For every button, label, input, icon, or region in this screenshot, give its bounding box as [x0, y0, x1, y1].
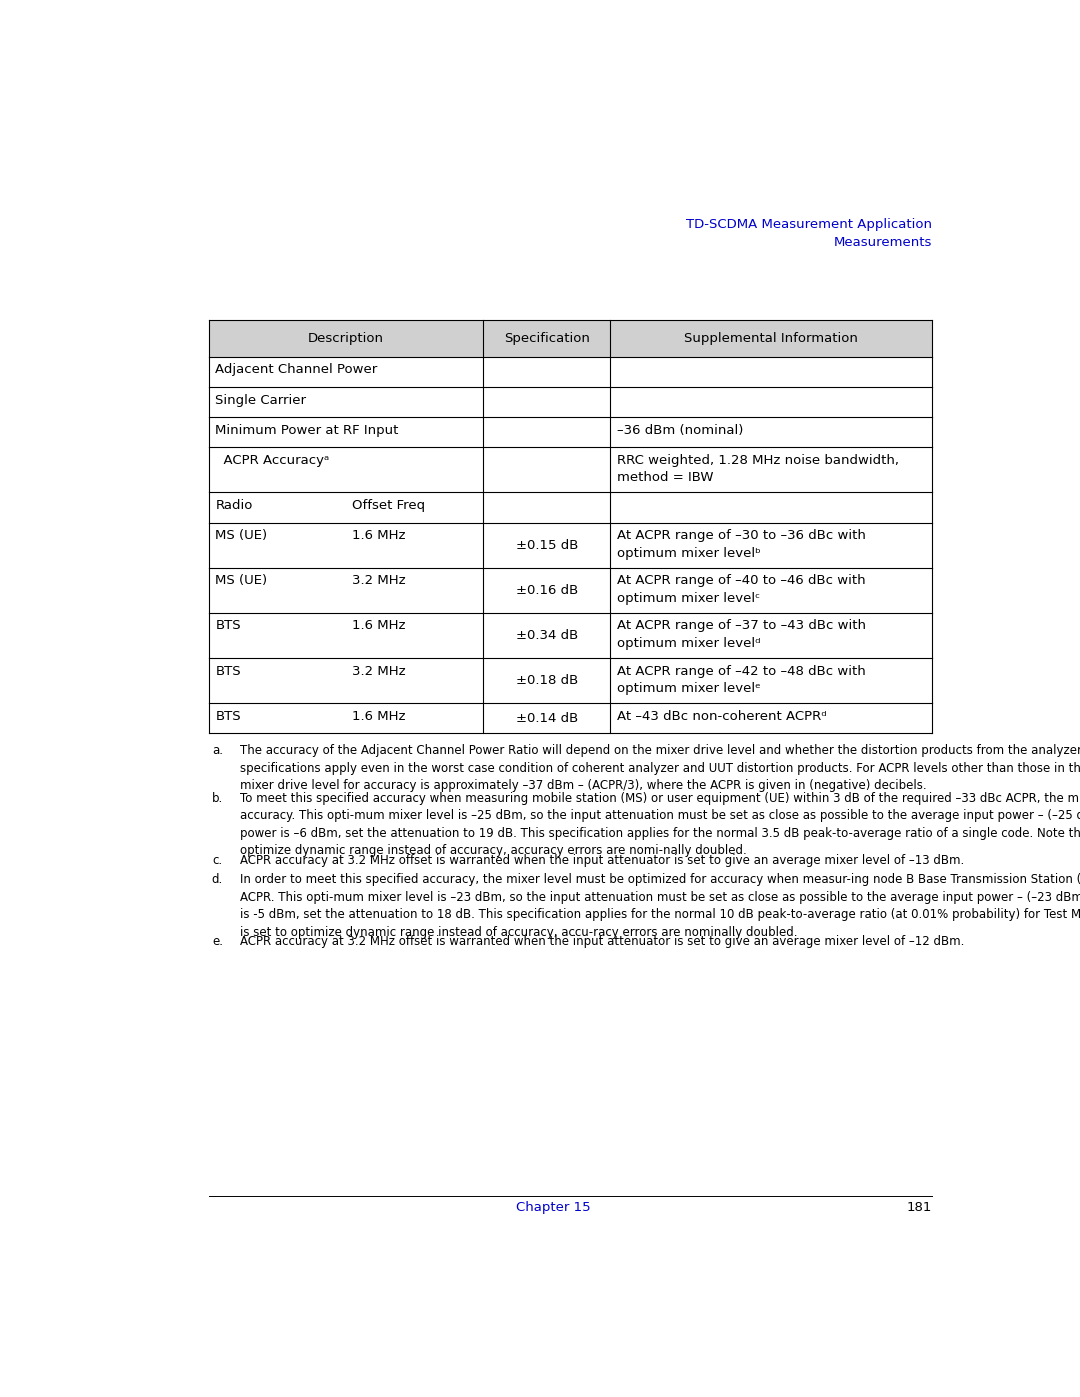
Text: ±0.15 dB: ±0.15 dB [515, 539, 578, 552]
Text: ±0.34 dB: ±0.34 dB [515, 629, 578, 643]
Text: a.: a. [212, 745, 222, 757]
Text: To meet this specified accuracy when measuring mobile station (MS) or user equip: To meet this specified accuracy when mea… [240, 792, 1080, 858]
Text: BTS: BTS [215, 710, 241, 722]
Text: TD-SCDMA Measurement Application: TD-SCDMA Measurement Application [686, 218, 932, 231]
Text: Specification: Specification [503, 332, 590, 345]
Text: At ACPR range of –42 to –48 dBc with
optimum mixer levelᵉ: At ACPR range of –42 to –48 dBc with opt… [617, 665, 865, 696]
Bar [208, 447, 932, 493]
Text: BTS: BTS [215, 665, 241, 678]
Text: ±0.18 dB: ±0.18 dB [515, 675, 578, 687]
Text: c.: c. [213, 854, 222, 866]
Text: Offset Freq: Offset Freq [352, 499, 424, 511]
Text: Radio: Radio [215, 499, 253, 511]
Text: 3.2 MHz: 3.2 MHz [352, 665, 405, 678]
Text: 181: 181 [906, 1201, 932, 1214]
Text: MS (UE): MS (UE) [215, 529, 268, 542]
Text: Measurements: Measurements [834, 236, 932, 250]
Text: Single Carrier: Single Carrier [215, 394, 307, 407]
Text: ±0.14 dB: ±0.14 dB [515, 712, 578, 725]
Bar [208, 522, 932, 567]
Text: 1.6 MHz: 1.6 MHz [352, 710, 405, 722]
Bar [208, 613, 932, 658]
Text: –36 dBm (nominal): –36 dBm (nominal) [617, 423, 743, 437]
Text: e.: e. [212, 935, 222, 947]
Bar [208, 418, 932, 447]
Text: Adjacent Channel Power: Adjacent Channel Power [215, 363, 378, 376]
Text: RRC weighted, 1.28 MHz noise bandwidth,
method = IBW: RRC weighted, 1.28 MHz noise bandwidth, … [617, 454, 899, 485]
Text: At ACPR range of –40 to –46 dBc with
optimum mixer levelᶜ: At ACPR range of –40 to –46 dBc with opt… [617, 574, 865, 605]
Text: Supplemental Information: Supplemental Information [684, 332, 858, 345]
Bar [208, 493, 932, 522]
Bar [208, 358, 932, 387]
Text: The accuracy of the Adjacent Channel Power Ratio will depend on the mixer drive : The accuracy of the Adjacent Channel Pow… [240, 745, 1080, 792]
Text: At ACPR range of –30 to –36 dBc with
optimum mixer levelᵇ: At ACPR range of –30 to –36 dBc with opt… [617, 529, 865, 560]
Text: ACPR Accuracyᵃ: ACPR Accuracyᵃ [215, 454, 329, 467]
Text: At ACPR range of –37 to –43 dBc with
optimum mixer levelᵈ: At ACPR range of –37 to –43 dBc with opt… [617, 619, 866, 650]
Text: 1.6 MHz: 1.6 MHz [352, 529, 405, 542]
Text: BTS: BTS [215, 619, 241, 633]
Text: d.: d. [212, 873, 222, 886]
Text: Chapter 15: Chapter 15 [516, 1201, 591, 1214]
Bar [208, 567, 932, 613]
Bar [208, 387, 932, 418]
Text: At –43 dBc non-coherent ACPRᵈ: At –43 dBc non-coherent ACPRᵈ [617, 710, 826, 722]
Text: ±0.16 dB: ±0.16 dB [515, 584, 578, 597]
Text: In order to meet this specified accuracy, the mixer level must be optimized for : In order to meet this specified accuracy… [240, 873, 1080, 939]
Bar [208, 320, 932, 358]
Text: 1.6 MHz: 1.6 MHz [352, 619, 405, 633]
Text: b.: b. [212, 792, 222, 805]
Bar [208, 658, 932, 703]
Text: Minimum Power at RF Input: Minimum Power at RF Input [215, 423, 399, 437]
Text: Description: Description [308, 332, 384, 345]
Bar [208, 703, 932, 733]
Text: ACPR accuracy at 3.2 MHz offset is warranted when the input attenuator is set to: ACPR accuracy at 3.2 MHz offset is warra… [240, 935, 964, 947]
Text: MS (UE): MS (UE) [215, 574, 268, 587]
Text: ACPR accuracy at 3.2 MHz offset is warranted when the input attenuator is set to: ACPR accuracy at 3.2 MHz offset is warra… [240, 854, 963, 866]
Text: 3.2 MHz: 3.2 MHz [352, 574, 405, 587]
